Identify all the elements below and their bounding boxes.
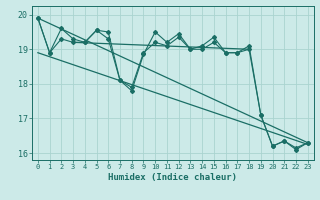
X-axis label: Humidex (Indice chaleur): Humidex (Indice chaleur)	[108, 173, 237, 182]
